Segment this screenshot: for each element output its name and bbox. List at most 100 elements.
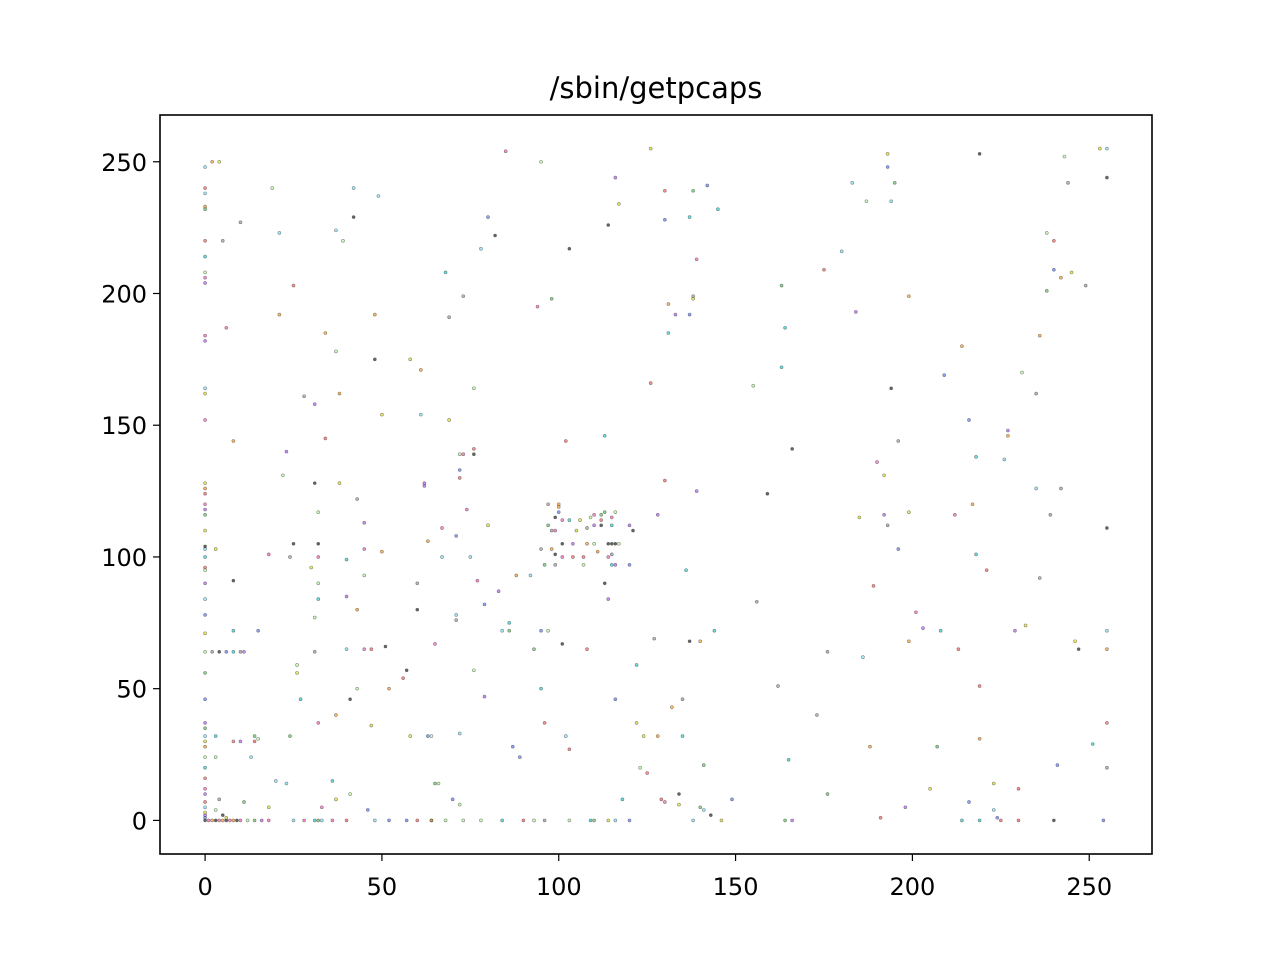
- data-point: [203, 697, 207, 702]
- data-point: [454, 534, 458, 538]
- data-point: [479, 818, 483, 823]
- data-point: [291, 541, 296, 546]
- data-point: [479, 246, 483, 251]
- data-point: [464, 507, 469, 512]
- data-point: [977, 818, 982, 823]
- data-point: [567, 818, 572, 823]
- data-point: [549, 528, 554, 533]
- data-point: [602, 433, 607, 438]
- x-tick-label: 200: [889, 873, 935, 901]
- data-point: [885, 523, 890, 528]
- chart-title: /sbin/getpcaps: [550, 71, 763, 105]
- data-point: [373, 357, 377, 362]
- data-point: [606, 223, 611, 227]
- data-point: [857, 515, 862, 520]
- data-point: [518, 755, 522, 759]
- data-point: [783, 818, 787, 823]
- data-point: [595, 549, 600, 554]
- data-point: [312, 615, 317, 620]
- data-point: [256, 736, 260, 741]
- data-point: [312, 402, 317, 406]
- data-point: [316, 581, 321, 586]
- data-point: [1006, 433, 1010, 438]
- data-point: [249, 755, 253, 759]
- data-point: [677, 792, 681, 796]
- data-point: [694, 489, 699, 493]
- data-point: [609, 552, 614, 557]
- data-point: [415, 581, 420, 586]
- data-point: [242, 649, 246, 654]
- data-point: [914, 610, 918, 615]
- data-point: [220, 239, 225, 243]
- data-point: [960, 818, 964, 823]
- data-point: [419, 412, 423, 417]
- data-point: [1098, 146, 1102, 151]
- data-point: [203, 810, 207, 815]
- data-point: [203, 671, 207, 675]
- data-point: [217, 797, 222, 802]
- data-point: [334, 349, 338, 354]
- data-point: [472, 386, 476, 391]
- data-point: [670, 705, 674, 709]
- data-point: [408, 357, 413, 362]
- data-point: [627, 818, 632, 823]
- data-point: [419, 368, 423, 372]
- data-point: [213, 818, 218, 823]
- data-point: [1062, 154, 1067, 159]
- data-point: [206, 818, 211, 823]
- data-point: [252, 734, 257, 738]
- data-point: [486, 523, 490, 528]
- data-point: [203, 581, 207, 586]
- x-tick-label: 50: [367, 873, 398, 901]
- data-point: [663, 188, 667, 193]
- data-point: [316, 818, 321, 823]
- data-point: [210, 818, 214, 823]
- data-point: [312, 649, 317, 654]
- data-point: [1076, 647, 1081, 651]
- data-point: [953, 512, 957, 517]
- data-point: [298, 697, 303, 702]
- y-tick-label: 200: [101, 280, 147, 308]
- data-point: [995, 815, 1000, 820]
- data-point: [631, 528, 635, 533]
- data-point: [602, 581, 607, 586]
- data-point: [468, 555, 473, 559]
- data-point: [454, 618, 458, 622]
- data-point: [609, 563, 614, 567]
- data-point: [606, 555, 611, 559]
- data-point: [556, 505, 561, 509]
- data-point: [892, 181, 897, 185]
- data-point: [203, 726, 207, 731]
- data-point: [210, 159, 214, 164]
- data-point: [889, 386, 893, 391]
- data-point: [472, 447, 476, 451]
- data-point: [928, 786, 932, 791]
- data-point: [592, 523, 596, 528]
- data-point: [705, 183, 710, 188]
- data-point: [507, 621, 512, 625]
- data-point: [730, 797, 734, 802]
- data-point: [365, 808, 370, 812]
- data-point: [609, 523, 614, 528]
- data-point: [659, 797, 664, 802]
- data-point: [903, 805, 908, 810]
- data-point: [348, 792, 352, 796]
- data-point: [376, 194, 381, 198]
- data-point: [203, 528, 207, 533]
- data-point: [302, 818, 306, 823]
- data-point: [203, 613, 207, 617]
- data-point: [666, 331, 671, 335]
- data-point: [224, 649, 229, 654]
- data-point: [574, 528, 579, 533]
- data-point: [542, 818, 547, 823]
- data-point: [627, 563, 632, 567]
- data-point: [779, 283, 784, 288]
- data-point: [203, 765, 207, 770]
- data-point: [351, 186, 356, 190]
- data-point: [680, 697, 685, 702]
- data-point: [319, 805, 324, 810]
- data-point: [571, 541, 575, 546]
- data-point: [687, 312, 692, 317]
- data-point: [599, 518, 603, 522]
